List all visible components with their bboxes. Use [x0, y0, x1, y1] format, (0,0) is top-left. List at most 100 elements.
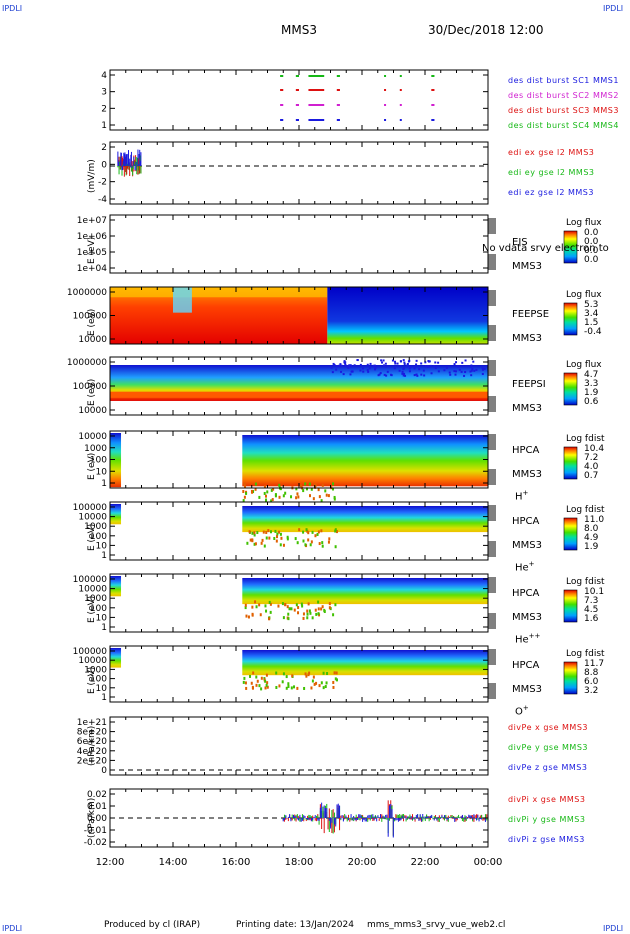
feepsi-noise [420, 373, 423, 376]
feepsi-noise [413, 374, 416, 377]
feepsi-noise [353, 364, 356, 367]
hpca-sparse [256, 679, 259, 683]
feepsi-noise [339, 363, 342, 366]
hpca-sparse [245, 686, 248, 690]
hpca-sparse [245, 491, 248, 495]
burst-interval-mark [308, 75, 325, 77]
hpca-sparse [269, 610, 272, 614]
hpca-sparse [265, 498, 268, 502]
hpca-sparse [255, 605, 258, 609]
feepsi-noise [473, 369, 476, 372]
y-tick-label: 100000 [73, 575, 108, 585]
y-tick-label: 100 [90, 675, 107, 685]
colorbar-value: -0.4 [584, 327, 602, 337]
feepsi-noise [481, 368, 484, 371]
feepsi-noise [380, 359, 383, 362]
burst-interval-mark [384, 119, 387, 121]
hpca-sparse [259, 613, 262, 617]
burst-interval-mark [280, 89, 284, 91]
feepsi-noise [401, 372, 404, 375]
hpca-sparse [291, 674, 294, 678]
hpca-sparse [275, 539, 278, 543]
feepsi-noise [393, 367, 396, 370]
burst-interval-mark [308, 89, 325, 91]
feepsi-noise [346, 365, 349, 368]
burst-interval-mark [280, 104, 284, 106]
feepsi-noise [427, 365, 430, 368]
burst-interval-mark [431, 104, 435, 106]
hpca-sparse [306, 529, 309, 533]
hpca-sparse [265, 673, 268, 677]
hpca-sparse [252, 671, 255, 675]
feepsi-noise [403, 363, 406, 366]
feepsi-noise [454, 370, 457, 373]
hpca-sparse [271, 498, 274, 502]
y-tick-label: 1000000 [67, 288, 107, 298]
feepsi-noise [475, 368, 478, 371]
legend-entry: edi ez gse l2 MMS3 [508, 188, 594, 197]
hpca-sparse [306, 612, 309, 616]
y-tick-label: 0 [101, 766, 107, 776]
feepsi-noise [399, 360, 402, 363]
hpca-sparse [334, 677, 337, 681]
hpca-sparse [318, 684, 321, 688]
spacecraft-name: MMS3 [512, 612, 542, 623]
hpca-sparse [295, 603, 298, 607]
feepsi-noise [366, 369, 369, 372]
feepsi-noise [378, 373, 381, 376]
feepsi-noise [458, 368, 461, 371]
feepsi-noise [338, 364, 341, 367]
hpca-sparse [296, 686, 299, 690]
colorbar [563, 302, 578, 336]
colorbar-title: Log flux [566, 360, 602, 370]
hpca-sparse [311, 530, 314, 534]
hpca-sparse [293, 608, 296, 612]
feepsi-noise [443, 369, 446, 372]
hpca-sparse [302, 539, 305, 543]
y-tick-label: 2 [101, 104, 107, 114]
hpca-sparse [254, 542, 257, 546]
feepsi-noise [394, 362, 397, 365]
hpca-sparse [315, 681, 318, 685]
y-tick-label: 1e+06 [77, 232, 108, 242]
feepsi-noise [437, 361, 440, 364]
panel-edi: 2 0 -2 -4 [98, 141, 489, 205]
y-tick-label: 6e+20 [77, 737, 108, 747]
y-axis-label: (nPa/km) [87, 725, 97, 766]
feepsi-noise [386, 370, 389, 373]
hpca-sparse [325, 681, 328, 685]
hpca-sparse [298, 528, 301, 532]
y-tick-label: 0.00 [87, 814, 107, 824]
hpca-sparse [296, 541, 299, 545]
feepsi-noise [461, 361, 464, 364]
footer-printing-date: Printing date: 13/Jan/2024 [236, 920, 354, 930]
corner-mark-top-right: IPDLI [603, 4, 624, 13]
hpca-sparse [311, 616, 314, 620]
burst-interval-mark [336, 119, 340, 121]
hpca-sparse [320, 607, 323, 611]
colorbar [563, 446, 578, 480]
feepsi-noise [471, 368, 474, 371]
hpca-sparse [333, 671, 336, 675]
feepse-spectrum-high [327, 287, 488, 344]
species-charge: + [522, 489, 529, 497]
hpca-sparse [297, 495, 300, 499]
colorbar-value: 10.1 [584, 587, 605, 597]
hpca-sparse [294, 537, 297, 541]
hpca-sparse [310, 686, 313, 690]
hpca-sparse [302, 530, 305, 534]
species-label: He+ [515, 560, 535, 574]
y-axis-label: E (eV) [87, 666, 97, 694]
hpca-sparse [315, 612, 318, 616]
feepsi-noise [424, 365, 427, 368]
hpca-sparse [244, 603, 247, 607]
hpca-sparse [306, 609, 309, 613]
x-tick-label: 14:00 [159, 857, 188, 868]
species-charge: + [528, 560, 535, 568]
hpca-sparse [264, 604, 267, 608]
feepsi-noise [469, 370, 472, 373]
y-axis-label: E (eV) [87, 308, 97, 336]
hpca-sparse [254, 600, 257, 604]
hpca-sparse [285, 675, 288, 679]
